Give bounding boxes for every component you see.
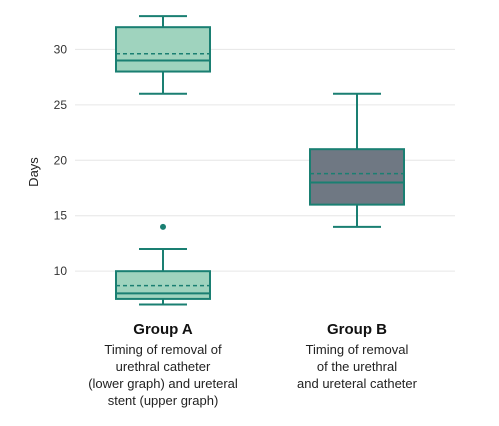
group-title: Group B: [327, 321, 387, 338]
group-description-line: and ureteral catheter: [297, 376, 418, 391]
box-1-0: [309, 92, 405, 228]
y-tick-label: 25: [54, 98, 68, 112]
y-tick-label: 15: [54, 209, 68, 223]
iqr-box: [115, 26, 211, 73]
group-description-line: Timing of removal of: [104, 342, 222, 357]
group-description-line: urethral catheter: [116, 359, 211, 374]
group-title: Group A: [133, 321, 193, 338]
box-0-0: [115, 15, 211, 95]
outlier-point: [160, 223, 166, 230]
group-labels: Group A Timing of removal of urethral cath…: [88, 321, 417, 408]
group-description-line: Timing of removal: [306, 342, 409, 357]
box-0-1: [115, 223, 211, 306]
group-description-line: (lower graph) and ureteral: [88, 376, 238, 391]
box-layer: [115, 15, 405, 306]
y-tick-labels: 10 15 20 25 30: [54, 42, 68, 278]
iqr-box: [309, 148, 405, 206]
group-description-line: of the urethral: [317, 359, 397, 374]
group-description-line: stent (upper graph): [108, 393, 219, 408]
y-tick-label: 20: [54, 153, 68, 167]
y-tick-label: 30: [54, 42, 68, 56]
y-tick-label: 10: [54, 264, 68, 278]
y-axis-label: Days: [26, 157, 41, 187]
